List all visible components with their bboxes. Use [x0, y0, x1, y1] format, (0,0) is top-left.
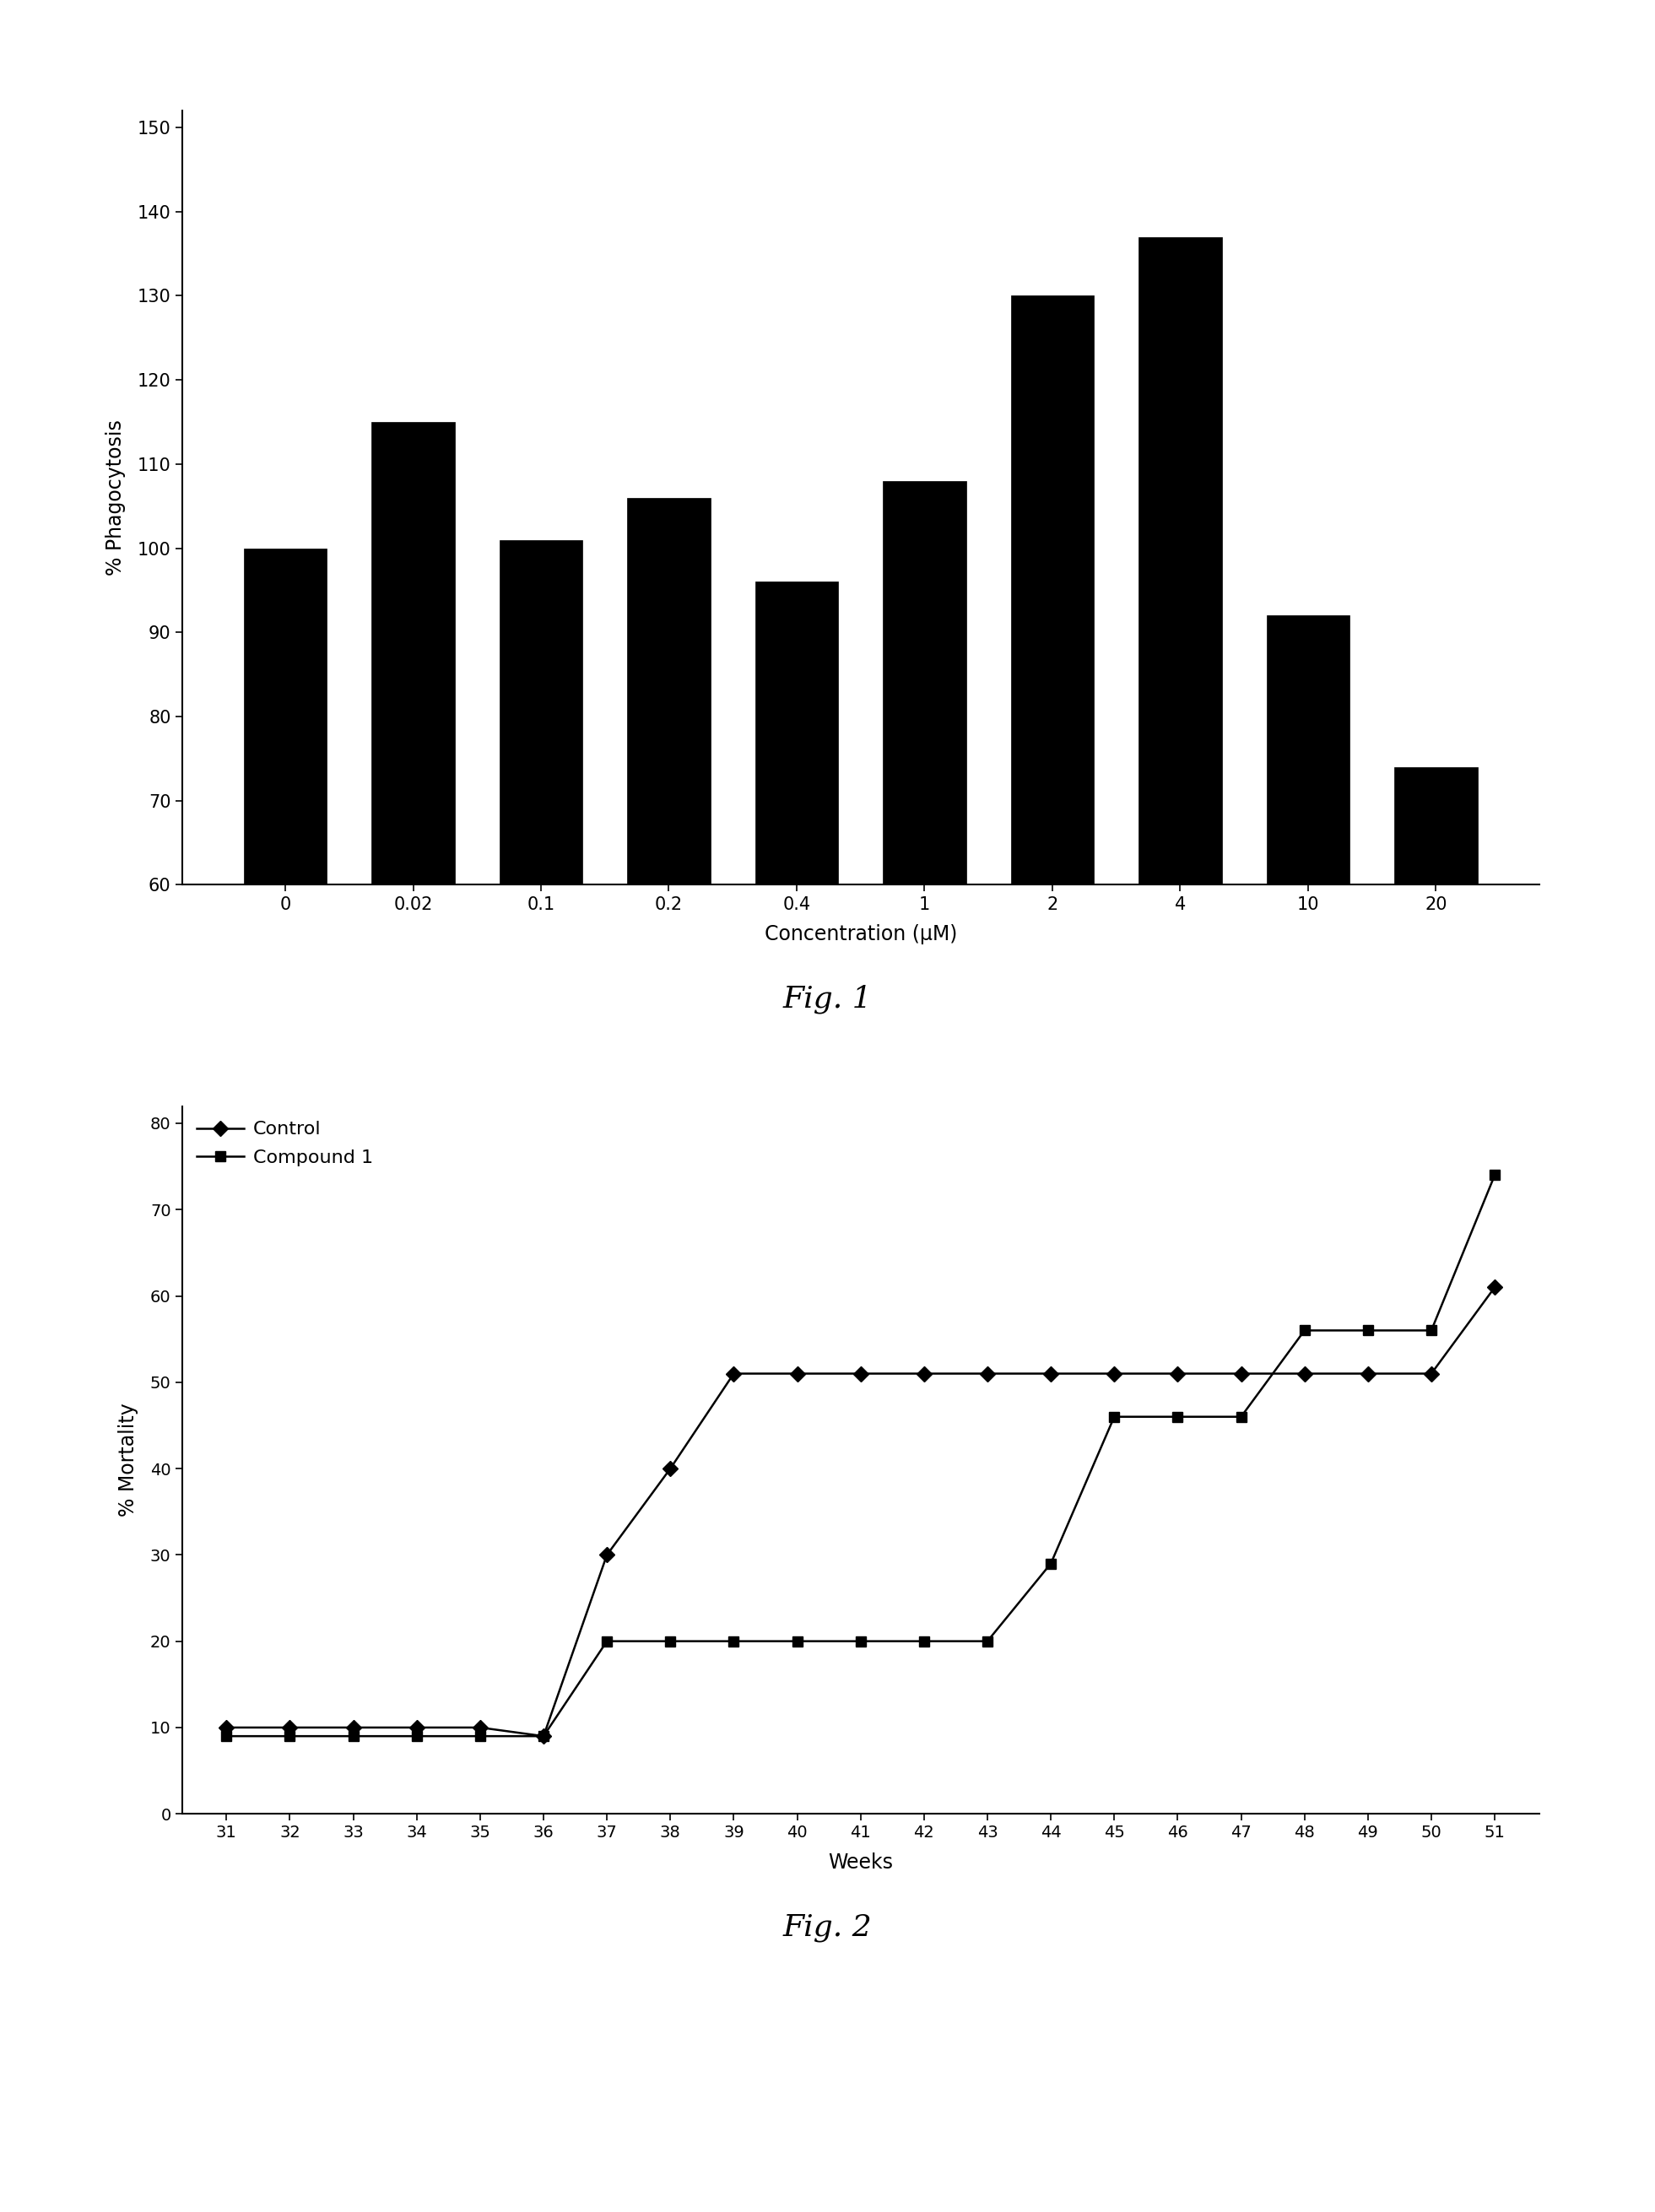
- Compound 1: [533, 1723, 553, 1750]
- Control: [1041, 1360, 1061, 1387]
- Control: [217, 1714, 237, 1741]
- Bar: [884, 480, 967, 1389]
- Control: [1168, 1360, 1188, 1387]
- Compound 1: [723, 1628, 743, 1655]
- Bar: [1011, 296, 1094, 1389]
- Compound 1: [1168, 1402, 1188, 1429]
- Compound 1: [217, 1723, 237, 1750]
- Compound 1: [343, 1723, 362, 1750]
- Bar: [1139, 237, 1221, 1389]
- Compound 1: [851, 1628, 871, 1655]
- Y-axis label: % Mortality: % Mortality: [118, 1402, 139, 1517]
- Control: [914, 1360, 933, 1387]
- Control: [343, 1714, 362, 1741]
- Bar: [243, 549, 326, 1389]
- X-axis label: Concentration (μM): Concentration (μM): [765, 925, 957, 945]
- Control: [1359, 1360, 1379, 1387]
- Compound 1: [407, 1723, 427, 1750]
- Text: Fig. 2: Fig. 2: [783, 1913, 872, 1942]
- Compound 1: [1422, 1316, 1442, 1343]
- Text: Fig. 1: Fig. 1: [783, 984, 872, 1013]
- Compound 1: [1104, 1402, 1124, 1429]
- Control: [1104, 1360, 1124, 1387]
- Compound 1: [1359, 1316, 1379, 1343]
- Control: [851, 1360, 871, 1387]
- Compound 1: [1294, 1316, 1314, 1343]
- Bar: [1395, 768, 1478, 1389]
- Compound 1: [788, 1628, 808, 1655]
- Control: [660, 1455, 680, 1482]
- Bar: [1266, 615, 1349, 1389]
- Bar: [755, 582, 837, 1389]
- Compound 1: [914, 1628, 933, 1655]
- Legend: Control, Compound 1: Control, Compound 1: [192, 1115, 379, 1172]
- Control: [280, 1714, 300, 1741]
- Bar: [500, 540, 583, 1389]
- Control: [978, 1360, 998, 1387]
- Compound 1: [1485, 1161, 1504, 1188]
- Line: Compound 1: Compound 1: [222, 1170, 1499, 1741]
- Control: [1422, 1360, 1442, 1387]
- Control: [788, 1360, 808, 1387]
- Y-axis label: % Phagocytosis: % Phagocytosis: [106, 420, 126, 575]
- Control: [407, 1714, 427, 1741]
- Bar: [372, 422, 455, 1389]
- Compound 1: [1041, 1551, 1061, 1577]
- X-axis label: Weeks: Weeks: [828, 1854, 894, 1874]
- Control: [723, 1360, 743, 1387]
- Compound 1: [280, 1723, 300, 1750]
- Control: [533, 1723, 553, 1750]
- Bar: [627, 498, 710, 1389]
- Control: [1485, 1274, 1504, 1301]
- Control: [1294, 1360, 1314, 1387]
- Compound 1: [470, 1723, 490, 1750]
- Control: [470, 1714, 490, 1741]
- Compound 1: [978, 1628, 998, 1655]
- Compound 1: [660, 1628, 680, 1655]
- Compound 1: [597, 1628, 617, 1655]
- Control: [597, 1542, 617, 1568]
- Line: Control: Control: [222, 1283, 1499, 1741]
- Compound 1: [1231, 1402, 1251, 1429]
- Control: [1231, 1360, 1251, 1387]
